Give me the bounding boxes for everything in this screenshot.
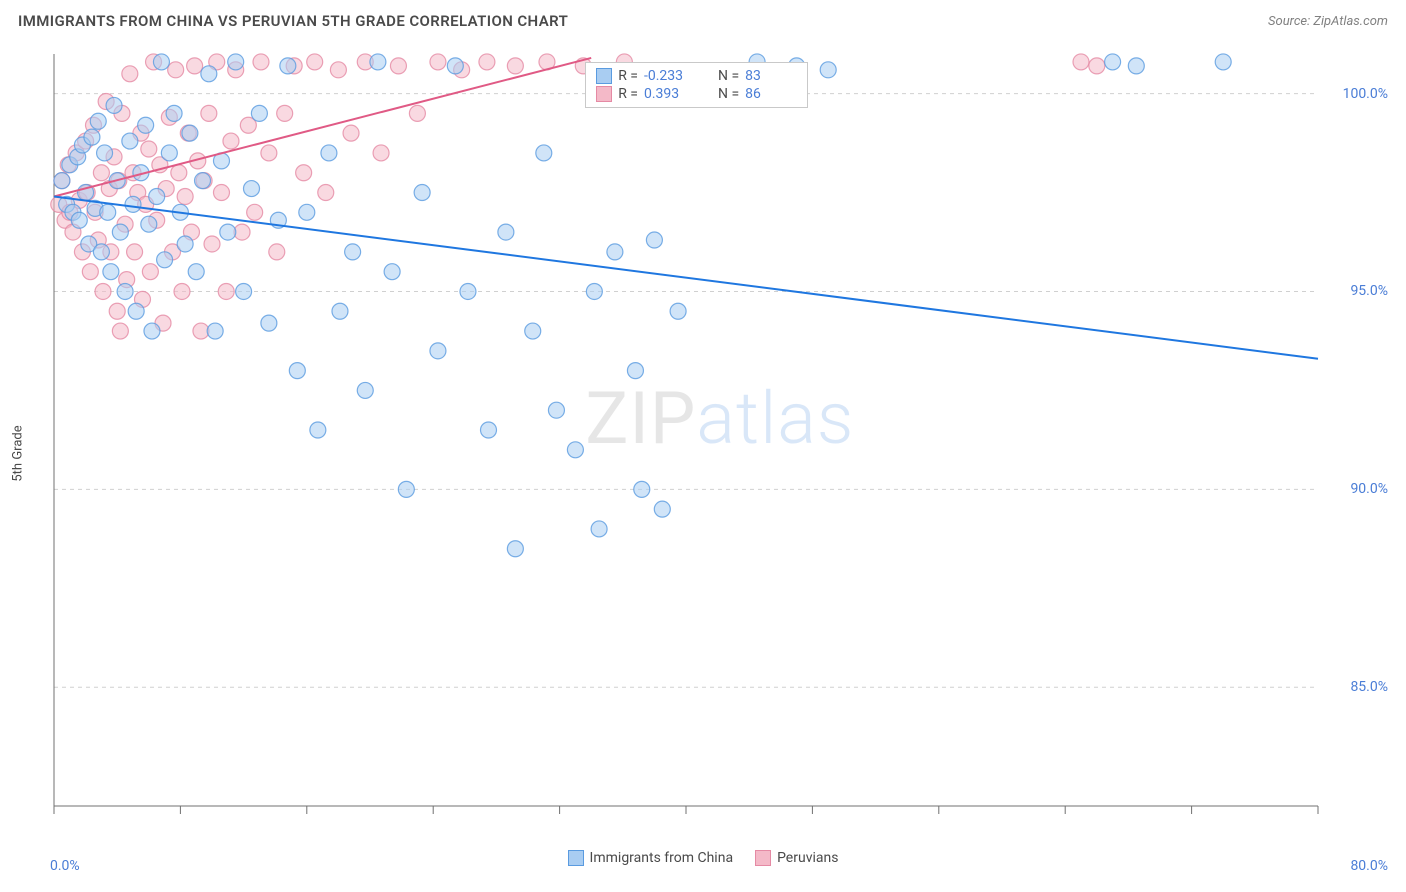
x-axis-labels: 0.0% 80.0% <box>50 858 1388 874</box>
x-min-label: 0.0% <box>50 858 80 874</box>
n-label: N = <box>718 68 739 84</box>
y-tick-label: 85.0% <box>1350 679 1388 695</box>
correlation-stats-box: R = -0.233 N = 83 R = 0.393 N = 86 <box>585 62 808 108</box>
n-label: N = <box>718 86 739 102</box>
r-label: R = <box>618 86 638 102</box>
r-value: -0.233 <box>644 68 696 84</box>
y-axis-label: 5th Grade <box>11 425 26 481</box>
scatter-chart <box>50 46 1388 832</box>
x-max-label: 80.0% <box>1350 858 1388 874</box>
pink-swatch-icon <box>596 86 612 102</box>
y-tick-label: 90.0% <box>1350 481 1388 497</box>
blue-swatch-icon <box>596 68 612 84</box>
r-label: R = <box>618 68 638 84</box>
chart-source: Source: ZipAtlas.com <box>1268 14 1388 29</box>
n-value: 83 <box>745 68 797 84</box>
r-value: 0.393 <box>644 86 696 102</box>
y-tick-label: 100.0% <box>1343 86 1388 102</box>
chart-title: IMMIGRANTS FROM CHINA VS PERUVIAN 5TH GR… <box>18 12 568 30</box>
chart-area: ZIPatlas R =-0.233N =83R =0.393N =86 100… <box>50 46 1388 832</box>
y-tick-label: 95.0% <box>1350 283 1388 299</box>
n-value: 86 <box>745 86 797 102</box>
